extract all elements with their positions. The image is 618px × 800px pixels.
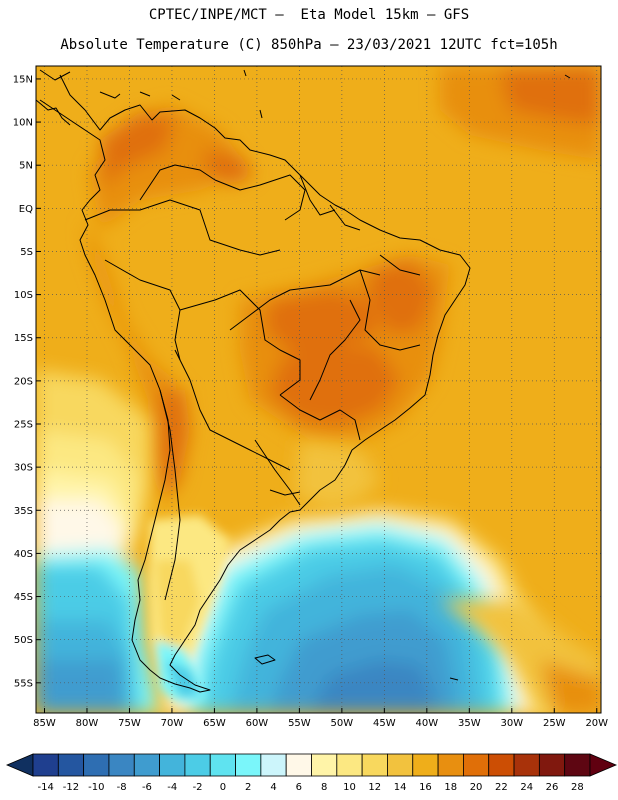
colorbar-label: -6: [142, 782, 152, 793]
colorbar-label: -2: [193, 782, 203, 793]
lon-tick-label: 65W: [203, 718, 226, 729]
lat-tick-label: 50S: [14, 635, 33, 646]
map-frame: [35, 65, 602, 714]
lat-tick-label: 5N: [19, 161, 33, 172]
colorbar-swatch: [83, 753, 110, 777]
colorbar-label: 10: [343, 782, 356, 793]
lat-tick-label: 10N: [13, 118, 33, 129]
colorbar-swatch: [184, 753, 211, 777]
lat-tick-label: 5S: [20, 247, 33, 258]
colorbar-label: 18: [444, 782, 457, 793]
colorbar-label: 0: [220, 782, 226, 793]
colorbar-swatch: [488, 753, 515, 777]
lon-tick-label: 70W: [161, 718, 184, 729]
lon-tick-label: 55W: [288, 718, 311, 729]
lat-tick-label: 10S: [14, 290, 33, 301]
colorbar-swatch: [336, 753, 363, 777]
colorbar-label: 26: [546, 782, 559, 793]
colorbar-swatch: [387, 753, 414, 777]
lon-tick-label: 60W: [246, 718, 269, 729]
colorbar-swatch: [437, 753, 464, 777]
colorbar-label: 28: [571, 782, 584, 793]
colorbar: -14 -12 -10 -8 -6 -4 -2 0 2 4 6 8 10 12 14 16 18 20 22 24 26…: [5, 753, 618, 793]
colorbar-swatch: [57, 753, 85, 777]
lat-tick-label: 20S: [14, 376, 33, 387]
colorbar-swatch: [159, 753, 186, 777]
colorbar-swatch: [361, 753, 388, 777]
title-variable: Absolute Temperature (C) 850hPa – 23/03/…: [60, 37, 558, 53]
title-model: CPTEC/INPE/MCT – Eta Model 15km – GFS: [148, 7, 470, 23]
lon-tick-label: 85W: [33, 718, 56, 729]
colorbar-label: 20: [470, 782, 483, 793]
map-axes: 15N 10N 5N EQ 5S 10S 15S 20S 25S 30S 35S 40S 45S 50S 5…: [13, 74, 608, 729]
colorbar-swatch: [538, 753, 566, 777]
colorbar-swatch: [209, 753, 236, 777]
lat-tick-label: 40S: [14, 549, 33, 560]
colorbar-high-arrow: [589, 753, 618, 777]
lat-tick-label: 35S: [14, 506, 33, 517]
colorbar-swatch: [235, 753, 262, 777]
lat-tick-label: 45S: [14, 592, 33, 603]
colorbar-swatch: [260, 753, 287, 777]
lon-tick-label: 50W: [331, 718, 354, 729]
lon-tick-label: 75W: [118, 718, 141, 729]
coastline-borders: [35, 69, 571, 693]
lon-tick-label: 40W: [416, 718, 439, 729]
colorbar-label: -12: [63, 782, 79, 793]
lat-tick-label: 25S: [14, 420, 33, 431]
lat-tick-label: 30S: [14, 463, 33, 474]
lon-tick-label: 20W: [585, 718, 608, 729]
lat-tick-label: 55S: [14, 678, 33, 689]
colorbar-low-arrow: [5, 753, 34, 777]
lat-tick-label: 15N: [13, 74, 33, 85]
colorbar-label: 4: [270, 782, 276, 793]
colorbar-label: 16: [419, 782, 432, 793]
colorbar-swatch: [133, 753, 160, 777]
colorbar-label: -10: [88, 782, 104, 793]
colorbar-label: 14: [394, 782, 407, 793]
colorbar-swatch: [311, 753, 338, 777]
colorbar-swatch: [412, 753, 439, 777]
colorbar-label: 12: [368, 782, 381, 793]
colorbar-swatch: [108, 753, 135, 777]
colorbar-label: 6: [296, 782, 302, 793]
lat-tick-label: 15S: [14, 333, 33, 344]
colorbar-label: 22: [495, 782, 508, 793]
colorbar-swatch: [513, 753, 540, 777]
colorbar-label: -4: [167, 782, 177, 793]
colorbar-label: 24: [520, 782, 533, 793]
lon-tick-label: 45W: [373, 718, 396, 729]
colorbar-label: 2: [245, 782, 251, 793]
colorbar-swatch: [463, 753, 490, 777]
lon-tick-label: 35W: [458, 718, 481, 729]
colorbar-swatch: [564, 753, 591, 777]
colorbar-label: 8: [321, 782, 327, 793]
lon-tick-label: 80W: [76, 718, 99, 729]
colorbar-swatch: [285, 753, 312, 777]
lon-tick-label: 25W: [543, 718, 566, 729]
colorbar-swatch: [32, 753, 59, 777]
temperature-field: [36, 66, 601, 713]
lat-tick-label: EQ: [19, 204, 33, 215]
colorbar-label: -8: [117, 782, 127, 793]
lon-tick-label: 30W: [500, 718, 523, 729]
colorbar-label: -14: [37, 782, 53, 793]
